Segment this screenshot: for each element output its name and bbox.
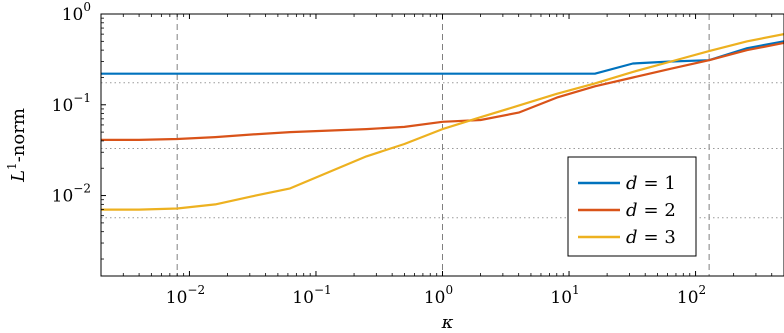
- series-line-2: [101, 41, 784, 141]
- x-tick-label: 10−1: [292, 283, 331, 308]
- y-tick-label: 10−2: [52, 182, 91, 207]
- x-axis-label: κ: [441, 312, 454, 333]
- series-lines: [101, 33, 784, 211]
- x-tick-label: 101: [550, 283, 579, 308]
- tick-labels: 10−2 10−1 100 101 102 100 10−1 10−2: [52, 0, 773, 308]
- legend: d = 1 d = 2 d = 3: [567, 156, 697, 257]
- x-tick-label: 102: [677, 283, 706, 308]
- legend-label: d = 1: [626, 173, 676, 194]
- legend-label: d = 3: [626, 227, 676, 248]
- y-axis-label-base: L: [8, 170, 29, 183]
- x-tick-label: 10−2: [166, 283, 205, 308]
- legend-box: [567, 156, 697, 257]
- series-line-3: [101, 33, 784, 211]
- y-tick-label: 100: [62, 0, 91, 25]
- y-axis-label: L1-norm: [5, 108, 29, 183]
- legend-label: d = 2: [626, 200, 676, 221]
- y-tick-label: 10−1: [52, 91, 91, 116]
- grid-lines: [101, 14, 784, 276]
- y-axis-label-sup: 1: [5, 162, 19, 170]
- y-axis-label-suffix: -norm: [8, 108, 29, 162]
- x-tick-label: 100: [424, 283, 453, 308]
